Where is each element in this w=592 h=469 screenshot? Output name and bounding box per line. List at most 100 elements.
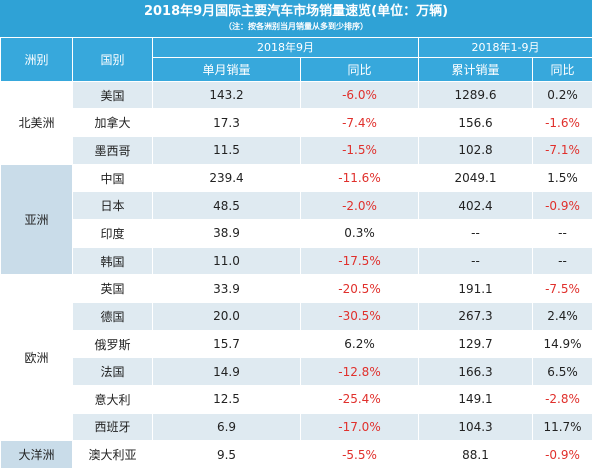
monthly-sales-cell: 48.5 — [152, 191, 301, 221]
cumulative-sales-cell: -- — [418, 246, 533, 276]
cumulative-sales-cell: 2049.1 — [418, 163, 533, 193]
month-yoy-cell: -11.6% — [300, 163, 419, 193]
country-cell: 法国 — [72, 357, 153, 386]
monthly-sales-cell: 15.7 — [152, 329, 301, 359]
monthly-sales-cell: 14.9 — [152, 357, 301, 386]
month-yoy-cell: -25.4% — [300, 384, 419, 414]
cumulative-sales-cell: 1289.6 — [418, 80, 533, 110]
monthly-sales-cell: 11.5 — [152, 136, 301, 165]
table-row: 欧洲 英国 33.9 -20.5% 191.1 -7.5% — [0, 274, 592, 442]
month-yoy-cell: -30.5% — [300, 302, 419, 331]
header-monthly-sales: 单月销量 — [152, 56, 301, 82]
continent-cell: 大洋洲 — [0, 440, 73, 469]
monthly-sales-cell: 12.5 — [152, 384, 301, 414]
country-cell: 韩国 — [72, 246, 153, 276]
table-row: 俄罗斯 15.7 6.2% 129.7 14.9% — [1, 329, 592, 359]
month-yoy-cell: -5.5% — [300, 440, 419, 469]
table-row: 墨西哥 11.5 -1.5% 102.8 -7.1% — [1, 136, 592, 165]
ytd-yoy-cell: 11.7% — [532, 412, 592, 442]
ytd-yoy-cell: -1.6% — [532, 108, 592, 138]
monthly-sales-cell: 17.3 — [152, 108, 301, 138]
page-title: 2018年9月国际主要汽车市场销量速览(单位：万辆) — [143, 4, 449, 19]
monthly-sales-cell: 33.9 — [152, 274, 301, 304]
table-row: 西班牙 6.9 -17.0% 104.3 11.7% — [1, 412, 592, 442]
country-cell: 印度 — [72, 219, 153, 248]
table-row: 法国 14.9 -12.8% 166.3 6.5% — [1, 357, 592, 386]
ytd-yoy-cell: -0.9% — [532, 191, 592, 221]
cumulative-sales-cell: 191.1 — [418, 274, 533, 304]
ytd-yoy-cell: -- — [532, 219, 592, 248]
ytd-yoy-cell: -- — [532, 246, 592, 276]
sales-table: 洲别 国别 2018年9月 2018年1-9月 单月销量 同比 累计销量 同比 … — [0, 37, 592, 469]
ytd-yoy-cell: -2.8% — [532, 384, 592, 414]
table-row: 印度 38.9 0.3% -- -- — [1, 219, 592, 248]
cumulative-sales-cell: -- — [418, 219, 533, 248]
ytd-yoy-cell: 6.5% — [532, 357, 592, 386]
ytd-yoy-cell: 1.5% — [532, 163, 592, 193]
cumulative-sales-cell: 149.1 — [418, 384, 533, 414]
cumulative-sales-cell: 267.3 — [418, 302, 533, 331]
table-row: 韩国 11.0 -17.5% -- -- — [1, 246, 592, 276]
continent-cell: 亚洲 — [0, 163, 73, 276]
month-yoy-cell: -6.0% — [300, 80, 419, 110]
country-cell: 中国 — [72, 163, 153, 193]
month-yoy-cell: -12.8% — [300, 357, 419, 386]
monthly-sales-cell: 20.0 — [152, 302, 301, 331]
month-yoy-cell: -7.4% — [300, 108, 419, 138]
month-yoy-cell: -1.5% — [300, 136, 419, 165]
ytd-yoy-cell: 0.2% — [532, 80, 592, 110]
table-row: 意大利 12.5 -25.4% 149.1 -2.8% — [1, 384, 592, 414]
table-row: 北美洲 美国 143.2 -6.0% 1289.6 0.2% — [0, 80, 592, 165]
header-continent: 洲别 — [0, 37, 73, 82]
continent-cell: 北美洲 — [0, 80, 73, 165]
country-cell: 西班牙 — [72, 412, 153, 442]
ytd-yoy-cell: -0.9% — [532, 440, 592, 469]
ytd-yoy-cell: 2.4% — [532, 302, 592, 331]
monthly-sales-cell: 9.5 — [152, 440, 301, 469]
table-row: 日本 48.5 -2.0% 402.4 -0.9% — [1, 191, 592, 221]
ytd-yoy-cell: -7.1% — [532, 136, 592, 165]
month-yoy-cell: 6.2% — [300, 329, 419, 359]
cumulative-sales-cell: 156.6 — [418, 108, 533, 138]
header-month-yoy: 同比 — [300, 56, 419, 82]
table-row: 加拿大 17.3 -7.4% 156.6 -1.6% — [1, 108, 592, 138]
header-cumulative-sales: 累计销量 — [418, 56, 533, 82]
table-row: 大洋洲 澳大利亚 9.5 -5.5% 88.1 -0.9% — [0, 440, 592, 469]
country-cell: 美国 — [72, 80, 153, 110]
month-yoy-cell: -17.5% — [300, 246, 419, 276]
monthly-sales-cell: 11.0 — [152, 246, 301, 276]
header-country: 国别 — [72, 37, 153, 82]
country-cell: 澳大利亚 — [72, 440, 153, 469]
country-cell: 墨西哥 — [72, 136, 153, 165]
table-row: 亚洲 中国 239.4 -11.6% 2049.1 1.5% — [0, 163, 592, 276]
monthly-sales-cell: 38.9 — [152, 219, 301, 248]
country-cell: 意大利 — [72, 384, 153, 414]
table-row: 德国 20.0 -30.5% 267.3 2.4% — [1, 302, 592, 331]
header-period-month: 2018年9月 — [152, 37, 419, 58]
month-yoy-cell: 0.3% — [300, 219, 419, 248]
cumulative-sales-cell: 88.1 — [418, 440, 533, 469]
header-ytd-yoy: 同比 — [532, 56, 592, 82]
ytd-yoy-cell: -7.5% — [532, 274, 592, 304]
cumulative-sales-cell: 104.3 — [418, 412, 533, 442]
month-yoy-cell: -2.0% — [300, 191, 419, 221]
country-cell: 英国 — [72, 274, 153, 304]
page-note: （注：按各洲别当月销量从多到少排序） — [224, 22, 368, 31]
ytd-yoy-cell: 14.9% — [532, 329, 592, 359]
monthly-sales-cell: 143.2 — [152, 80, 301, 110]
title-bar: 2018年9月国际主要汽车市场销量速览(单位：万辆) （注：按各洲别当月销量从多… — [0, 0, 592, 37]
cumulative-sales-cell: 166.3 — [418, 357, 533, 386]
country-cell: 德国 — [72, 302, 153, 331]
header-period-ytd: 2018年1-9月 — [418, 37, 592, 58]
header-row-metrics: 单月销量 同比 累计销量 同比 — [1, 56, 592, 82]
country-cell: 加拿大 — [72, 108, 153, 138]
monthly-sales-cell: 239.4 — [152, 163, 301, 193]
month-yoy-cell: -20.5% — [300, 274, 419, 304]
month-yoy-cell: -17.0% — [300, 412, 419, 442]
cumulative-sales-cell: 129.7 — [418, 329, 533, 359]
monthly-sales-cell: 6.9 — [152, 412, 301, 442]
cumulative-sales-cell: 102.8 — [418, 136, 533, 165]
header-row-periods: 洲别 国别 2018年9月 2018年1-9月 — [0, 37, 592, 82]
cumulative-sales-cell: 402.4 — [418, 191, 533, 221]
